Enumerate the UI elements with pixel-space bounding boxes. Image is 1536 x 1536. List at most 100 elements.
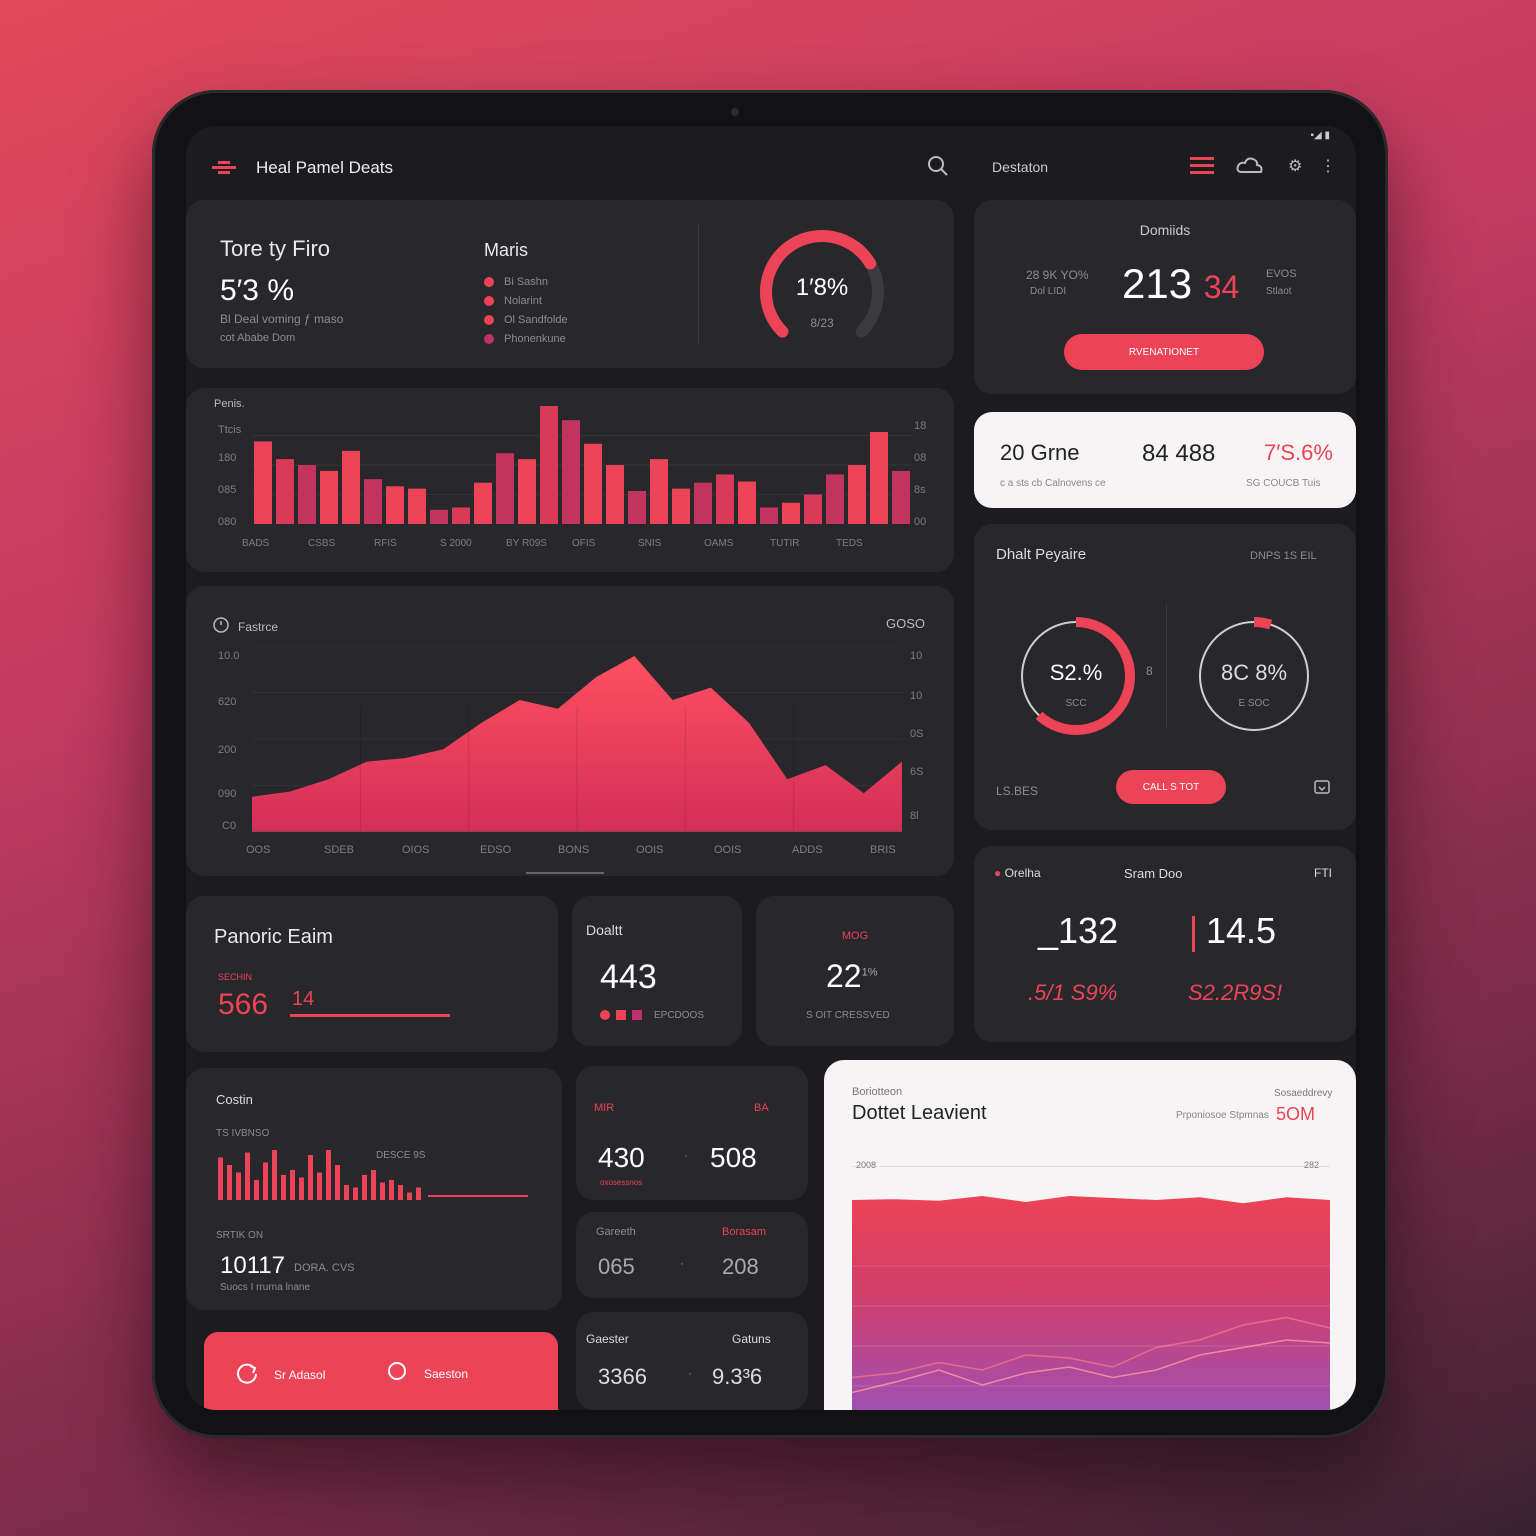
white-chart-y-right-top: 282 xyxy=(1304,1160,1320,1170)
rings-bottom-left: LS.BES xyxy=(996,784,1039,798)
x-tick: S 2000 xyxy=(440,538,472,549)
bar xyxy=(364,479,382,524)
domain-right-top: EVOS xyxy=(1266,268,1297,280)
y-tick: 200 xyxy=(218,744,237,756)
sram-percent-2: S2.2R9S! xyxy=(1188,980,1283,1005)
mini-c-right: Gatuns xyxy=(732,1332,771,1346)
ring-chart-1 xyxy=(1021,617,1135,735)
legend-item: Phonenkune xyxy=(484,329,568,348)
stat-22-suffix: 1% xyxy=(861,966,878,979)
summary-sub-1: Bl Deal voming ƒ maso xyxy=(220,312,344,326)
costin-bar-chart xyxy=(218,1150,528,1200)
cta-left-button[interactable]: Sr Adasol xyxy=(234,1360,325,1389)
clock-icon xyxy=(212,616,230,639)
mini-c-left: Gaester xyxy=(586,1332,629,1346)
costin-bar xyxy=(236,1172,241,1200)
legend-item: Nolarint xyxy=(484,291,568,310)
x-tick: OOS xyxy=(246,844,271,856)
white-summary-label: 20 Grne xyxy=(1000,440,1080,465)
area-chart-corner: GOSO xyxy=(886,616,926,631)
legend-item: Ol Sandfolde xyxy=(484,310,568,329)
bar xyxy=(496,453,514,524)
profile-label[interactable]: Destaton xyxy=(992,159,1049,175)
summary-card: Tore ty Firo 5′3 % Bl Deal voming ƒ maso… xyxy=(186,200,954,368)
ring2-sub: E SOC xyxy=(1238,698,1270,709)
rings-divider xyxy=(1166,604,1167,728)
search-icon[interactable] xyxy=(926,154,950,183)
legend-list: Bi Sashn Nolarint Ol Sandfolde Phonenkun… xyxy=(484,272,568,348)
x-tick: OOIS xyxy=(636,844,664,856)
panoric-title: Panoric Eaim xyxy=(214,926,333,948)
costin-sub: TS IVBNSO xyxy=(216,1128,270,1139)
mini-b-value-2: 208 xyxy=(722,1254,759,1279)
cloud-icon[interactable] xyxy=(1236,156,1264,181)
bar xyxy=(474,482,492,524)
costin-bar xyxy=(335,1165,340,1200)
ring1-value: S2.% xyxy=(1049,660,1103,685)
domain-left-bottom: Dol LIDI xyxy=(1030,286,1067,297)
legend-dot xyxy=(600,1010,610,1020)
y-tick-right: 8s xyxy=(914,484,926,496)
domain-big-suffix: 34 xyxy=(1203,269,1240,305)
cta-bar: Sr Adasol Saeston xyxy=(204,1332,558,1410)
legend-item: Bi Sashn xyxy=(484,272,568,291)
costin-legend: DESCE 9S xyxy=(376,1150,426,1161)
bar xyxy=(848,465,866,524)
gauge-chart xyxy=(760,230,884,338)
more-icon[interactable]: ⋮ xyxy=(1320,158,1336,175)
costin-bar xyxy=(218,1157,223,1200)
white-chart-title: Dottet Leavient xyxy=(852,1102,987,1124)
area-x-axis: OOS SDEB OIOS EDSO BONS OOIS OOIS ADDS BRIS xyxy=(226,844,916,860)
domain-action-button[interactable]: RVENATIONET xyxy=(1064,334,1264,370)
white-area-fill xyxy=(852,1196,1330,1410)
stat-22-number: 22 xyxy=(826,958,862,994)
x-tick: OAMS xyxy=(704,538,734,549)
bar xyxy=(518,459,536,524)
legend-title: Maris xyxy=(484,240,528,260)
costin-bar xyxy=(227,1165,232,1200)
doalt-value: 443 xyxy=(600,958,657,996)
domain-title: Domiids xyxy=(1139,222,1191,238)
bar xyxy=(870,431,888,524)
costin-bar xyxy=(299,1177,304,1200)
y-tick: C0 xyxy=(222,820,237,832)
sram-left: ● Orelha xyxy=(994,866,1041,880)
x-tick: BY R09S xyxy=(506,538,547,549)
costin-bar xyxy=(317,1172,322,1200)
rings-action-button[interactable]: CALL S TOT xyxy=(1116,770,1226,804)
bar-chart xyxy=(252,406,912,524)
area-chart-card: Fastrce GOSO 10.0 620 200 090 C0 10 10 0… xyxy=(186,586,954,876)
y-tick-right: 08 xyxy=(914,452,927,464)
white-chart-kicker: Boriotteon xyxy=(852,1086,903,1098)
sram-value-2: 14.5 xyxy=(1206,910,1277,951)
costin-bar xyxy=(362,1175,367,1200)
area-chart xyxy=(252,646,902,832)
dashboard-screen: ▪◢ ▮ Heal Pamel Deats Destaton ⚙ ⋮ Tore … xyxy=(186,126,1356,1410)
camera-dot xyxy=(731,108,739,116)
cta-right-label: Saeston xyxy=(424,1366,469,1381)
x-tick: OIOS xyxy=(402,844,430,856)
y-tick: 085 xyxy=(218,484,237,496)
cta-right-button[interactable]: Saeston xyxy=(386,1360,468,1387)
x-tick: RFIS xyxy=(374,538,397,549)
mini-a-value-1: 430 xyxy=(598,1142,645,1173)
stat-22-top: MOG xyxy=(841,930,869,942)
menu-icon[interactable] xyxy=(1190,157,1214,180)
rings-corner: DNPS 1S EIL xyxy=(1250,550,1317,562)
export-icon[interactable] xyxy=(1314,780,1330,801)
domain-right-bottom: Stlaot xyxy=(1266,286,1292,297)
bar xyxy=(254,441,272,524)
stat-22-sub: S OIT CRESSVED xyxy=(806,1010,890,1021)
legend-dot xyxy=(484,314,494,325)
costin-bar xyxy=(272,1150,277,1200)
costin-bar xyxy=(281,1175,286,1200)
y-tick: 080 xyxy=(218,516,237,528)
mini-card-a: MIR BA 430 · 508 oxosessnos xyxy=(576,1066,808,1200)
x-tick: BRIS xyxy=(870,844,896,856)
summary-title: Tore ty Firo xyxy=(220,236,331,261)
sram-value-1: _132 xyxy=(1038,910,1119,951)
scroll-indicator[interactable] xyxy=(526,872,604,874)
y-tick: 620 xyxy=(218,696,237,708)
mini-card-c: Gaester Gatuns 3366 · 9.3³6 xyxy=(576,1312,808,1410)
settings-icon[interactable]: ⚙ xyxy=(1288,158,1303,175)
